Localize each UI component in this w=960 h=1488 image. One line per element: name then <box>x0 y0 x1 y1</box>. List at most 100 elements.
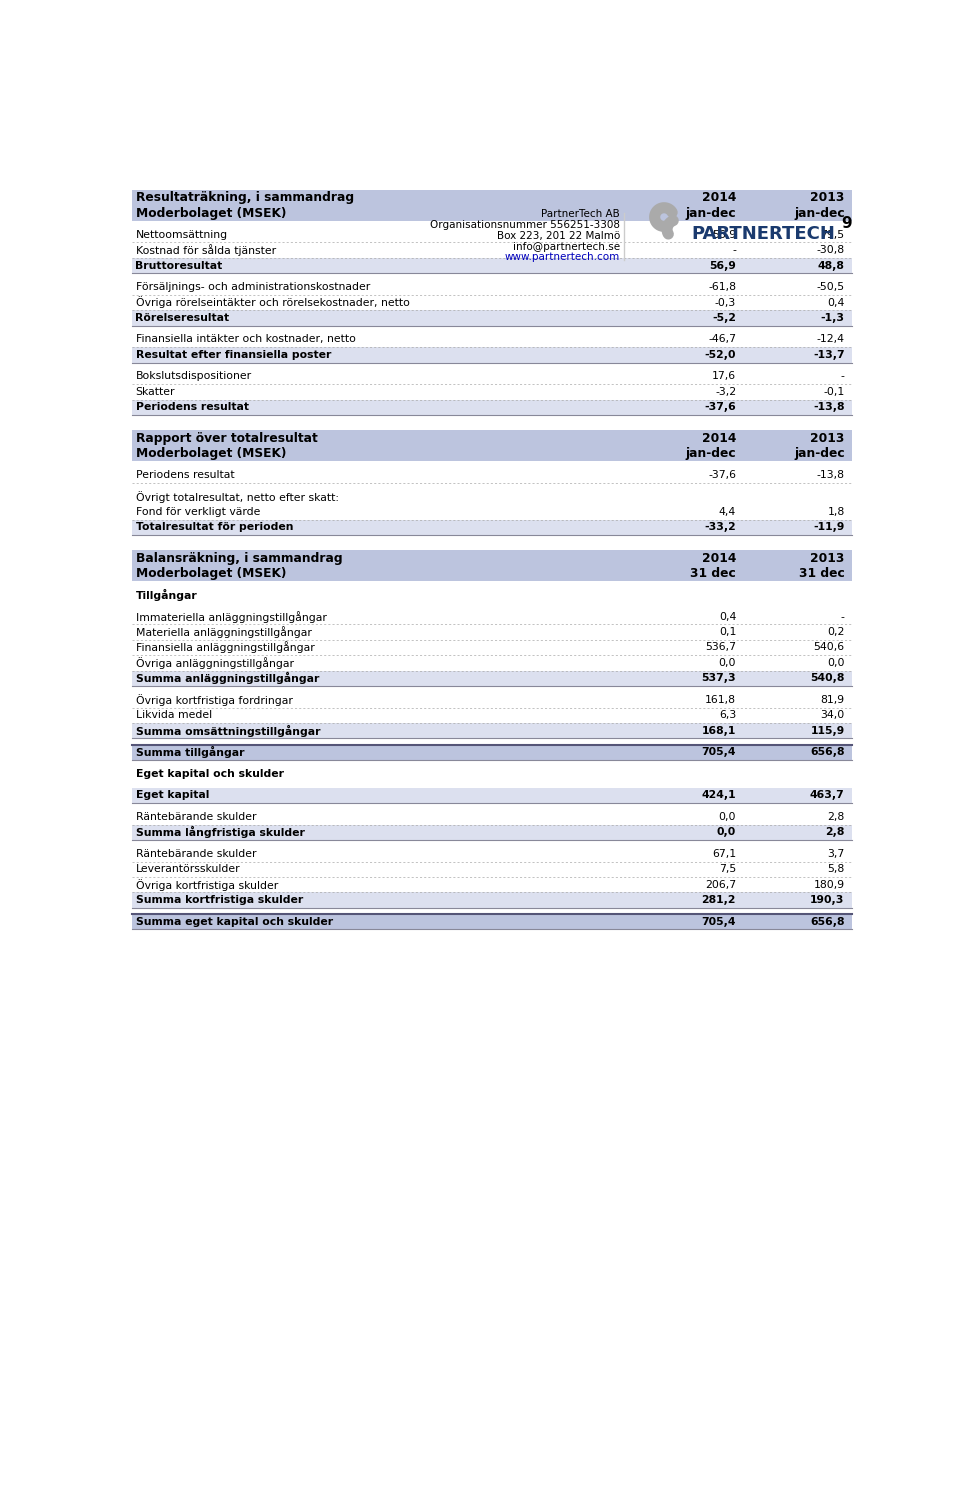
Text: Övrigt totalresultat, netto efter skatt:: Övrigt totalresultat, netto efter skatt: <box>135 491 339 503</box>
Text: jan-dec: jan-dec <box>794 207 845 220</box>
Text: 656,8: 656,8 <box>810 917 845 927</box>
Text: 81,9: 81,9 <box>821 695 845 705</box>
Text: -: - <box>841 372 845 381</box>
Text: jan-dec: jan-dec <box>794 446 845 460</box>
Text: 2,8: 2,8 <box>828 812 845 821</box>
Text: 17,6: 17,6 <box>712 372 736 381</box>
Text: Summa långfristiga skulder: Summa långfristiga skulder <box>135 826 304 838</box>
Text: 540,8: 540,8 <box>810 673 845 683</box>
Text: PartnerTech AB: PartnerTech AB <box>541 210 620 219</box>
Text: -30,8: -30,8 <box>817 246 845 254</box>
Text: Totalresultat för perioden: Totalresultat för perioden <box>135 522 293 533</box>
Text: Summa omsättningstillgångar: Summa omsättningstillgångar <box>135 725 320 737</box>
Text: Periodens resultat: Periodens resultat <box>135 470 234 481</box>
Text: 34,0: 34,0 <box>821 710 845 720</box>
Text: Finansiella intäkter och kostnader, netto: Finansiella intäkter och kostnader, nett… <box>135 335 355 345</box>
Text: Likvida medel: Likvida medel <box>135 710 211 720</box>
Text: 190,3: 190,3 <box>810 896 845 905</box>
Text: 79,5: 79,5 <box>821 229 845 240</box>
Text: -5,2: -5,2 <box>712 312 736 323</box>
Text: 0,2: 0,2 <box>828 626 845 637</box>
Text: 168,1: 168,1 <box>702 726 736 735</box>
Text: Summa anläggningstillgångar: Summa anläggningstillgångar <box>135 673 319 684</box>
Text: Summa tillgångar: Summa tillgångar <box>135 745 244 759</box>
Text: Övriga anläggningstillgångar: Övriga anläggningstillgångar <box>135 656 294 668</box>
Bar <box>132 671 852 686</box>
Text: 115,9: 115,9 <box>810 726 845 735</box>
Bar <box>132 824 852 841</box>
Text: PARTNERTECH: PARTNERTECH <box>691 225 835 243</box>
Text: 0,0: 0,0 <box>719 658 736 668</box>
Text: -: - <box>732 246 736 254</box>
Text: Leverantörsskulder: Leverantörsskulder <box>135 865 240 875</box>
Text: 1,8: 1,8 <box>828 507 845 516</box>
Text: jan-dec: jan-dec <box>685 207 736 220</box>
Text: 2013: 2013 <box>810 552 845 564</box>
Text: 31 dec: 31 dec <box>690 567 736 580</box>
Text: 3,7: 3,7 <box>828 848 845 859</box>
Text: -50,5: -50,5 <box>817 283 845 292</box>
Text: 0,4: 0,4 <box>828 298 845 308</box>
Text: -12,4: -12,4 <box>817 335 845 345</box>
Bar <box>132 190 852 220</box>
Text: Summa eget kapital och skulder: Summa eget kapital och skulder <box>135 917 332 927</box>
Text: Övriga kortfristiga fordringar: Övriga kortfristiga fordringar <box>135 693 293 705</box>
Text: Bruttoresultat: Bruttoresultat <box>135 260 223 271</box>
Text: 0,1: 0,1 <box>719 626 736 637</box>
Text: -52,0: -52,0 <box>705 350 736 360</box>
Text: Moderbolaget (MSEK): Moderbolaget (MSEK) <box>135 207 286 220</box>
Bar <box>132 310 852 326</box>
Bar <box>132 519 852 536</box>
Text: Rapport över totalresultat: Rapport över totalresultat <box>135 432 317 445</box>
Text: Eget kapital och skulder: Eget kapital och skulder <box>135 769 283 778</box>
Text: 2014: 2014 <box>702 192 736 204</box>
Text: 463,7: 463,7 <box>810 790 845 801</box>
Text: Övriga kortfristiga skulder: Övriga kortfristiga skulder <box>135 879 277 891</box>
Text: Skatter: Skatter <box>135 387 175 397</box>
Text: -61,8: -61,8 <box>708 283 736 292</box>
Text: 536,7: 536,7 <box>706 643 736 653</box>
Text: 2013: 2013 <box>810 192 845 204</box>
Bar <box>132 914 852 930</box>
Text: -3,2: -3,2 <box>715 387 736 397</box>
Text: Räntebärande skulder: Räntebärande skulder <box>135 812 256 821</box>
Text: 4,4: 4,4 <box>719 507 736 516</box>
Text: Räntebärande skulder: Räntebärande skulder <box>135 848 256 859</box>
Text: -33,2: -33,2 <box>705 522 736 533</box>
Text: Moderbolaget (MSEK): Moderbolaget (MSEK) <box>135 567 286 580</box>
Text: 2013: 2013 <box>810 432 845 445</box>
Text: Resultaträkning, i sammandrag: Resultaträkning, i sammandrag <box>135 192 353 204</box>
Text: 56,9: 56,9 <box>709 260 736 271</box>
Text: Moderbolaget (MSEK): Moderbolaget (MSEK) <box>135 446 286 460</box>
Text: Resultat efter finansiella poster: Resultat efter finansiella poster <box>135 350 331 360</box>
Bar <box>132 893 852 908</box>
Text: -37,6: -37,6 <box>705 402 736 412</box>
Text: 9: 9 <box>842 216 852 231</box>
Text: 2014: 2014 <box>702 552 736 564</box>
Text: -11,9: -11,9 <box>813 522 845 533</box>
Text: Immateriella anläggningstillgångar: Immateriella anläggningstillgångar <box>135 610 326 622</box>
Text: -13,8: -13,8 <box>813 402 845 412</box>
Text: 31 dec: 31 dec <box>799 567 845 580</box>
Text: Nettoomsättning: Nettoomsättning <box>135 229 228 240</box>
Text: 0,0: 0,0 <box>719 812 736 821</box>
Text: -1,3: -1,3 <box>821 312 845 323</box>
Text: Materiella anläggningstillgångar: Materiella anläggningstillgångar <box>135 626 311 638</box>
Bar <box>132 347 852 363</box>
Text: 537,3: 537,3 <box>702 673 736 683</box>
Text: -37,6: -37,6 <box>708 470 736 481</box>
Text: -46,7: -46,7 <box>708 335 736 345</box>
Text: 281,2: 281,2 <box>702 896 736 905</box>
Text: 424,1: 424,1 <box>702 790 736 801</box>
Text: 540,6: 540,6 <box>813 643 845 653</box>
Text: info@partnertech.se: info@partnertech.se <box>513 241 620 251</box>
Text: -0,3: -0,3 <box>715 298 736 308</box>
Text: 180,9: 180,9 <box>813 879 845 890</box>
Text: Övriga rörelseintäkter och rörelsekostnader, netto: Övriga rörelseintäkter och rörelsekostna… <box>135 296 409 308</box>
Bar <box>132 400 852 415</box>
Text: www.partnertech.com: www.partnertech.com <box>505 253 620 262</box>
Text: Summa kortfristiga skulder: Summa kortfristiga skulder <box>135 896 302 905</box>
Text: 2014: 2014 <box>702 432 736 445</box>
Text: Kostnad för sålda tjänster: Kostnad för sålda tjänster <box>135 244 276 256</box>
Text: 48,8: 48,8 <box>818 260 845 271</box>
